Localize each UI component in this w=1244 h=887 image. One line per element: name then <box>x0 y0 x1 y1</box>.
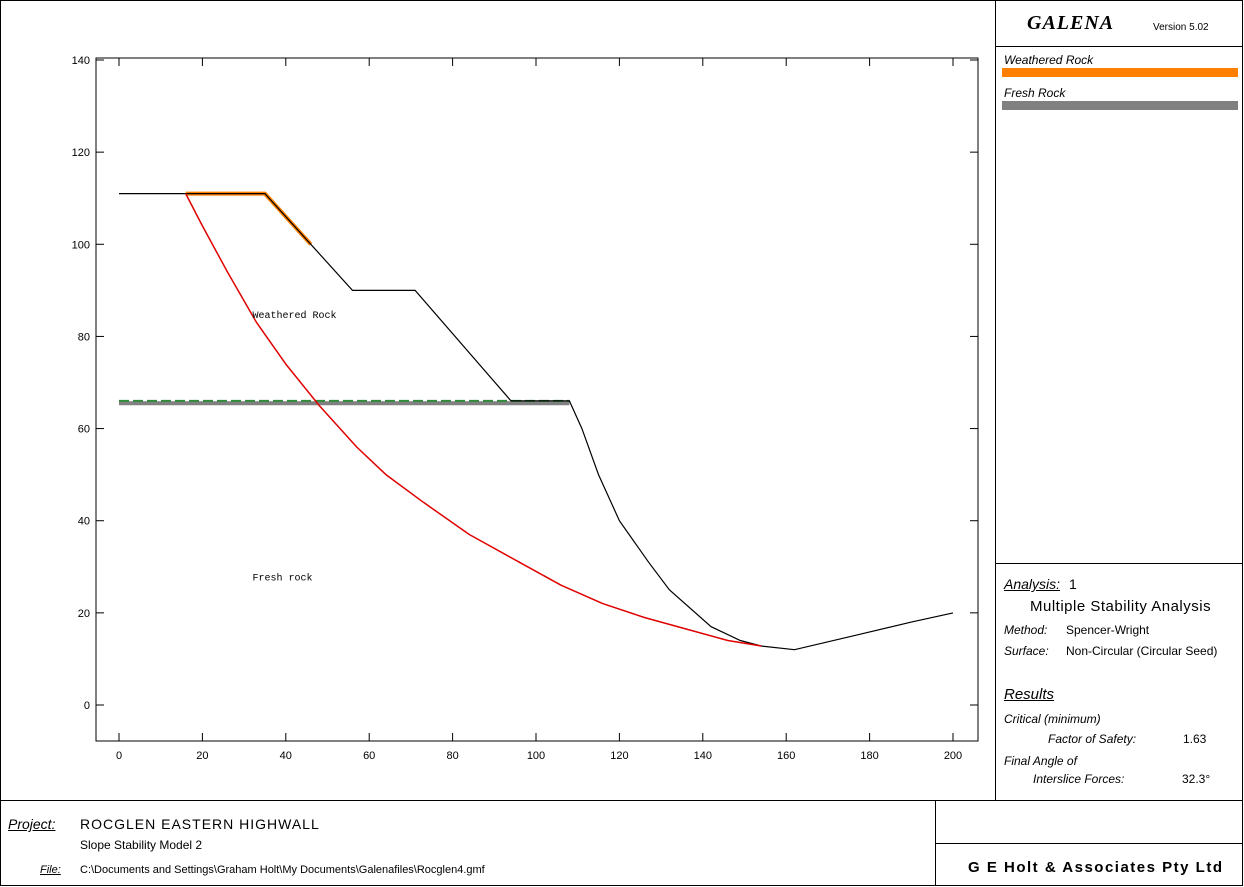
panel-legend-divider <box>995 563 1243 564</box>
angle-label-2: Interslice Forces: <box>1033 772 1125 786</box>
app-version: Version 5.02 <box>1153 22 1209 33</box>
legend-item-fresh-label: Fresh Rock <box>1004 86 1066 100</box>
app-title: GALENA <box>1027 12 1115 34</box>
x-tick-label: 140 <box>694 750 712 762</box>
analysis-label: Analysis: <box>1004 576 1061 592</box>
y-tick-label: 60 <box>78 424 90 436</box>
footer-divider <box>0 800 1243 801</box>
y-tick-label: 80 <box>78 331 90 343</box>
fos-label: Factor of Safety: <box>1048 732 1137 746</box>
ground-profile-line <box>119 193 954 651</box>
fos-value: 1.63 <box>1183 732 1207 746</box>
x-tick-label: 60 <box>363 750 375 762</box>
surface-label: Surface: <box>1004 644 1049 658</box>
analysis-title: Multiple Stability Analysis <box>1030 598 1212 615</box>
analysis-number: 1 <box>1069 576 1077 592</box>
legend-item-fresh-swatch <box>1002 101 1238 110</box>
results-heading: Results <box>1004 686 1055 703</box>
file-label: File: <box>40 864 61 876</box>
legend-item-weathered-swatch <box>1002 68 1238 77</box>
angle-label-1: Final Angle of <box>1004 754 1077 768</box>
panel-divider <box>995 0 996 800</box>
legend-item-weathered-label: Weathered Rock <box>1004 53 1094 67</box>
y-tick-label: 140 <box>72 55 90 67</box>
plot-border <box>95 57 979 742</box>
x-tick-label: 160 <box>777 750 795 762</box>
y-tick-label: 100 <box>72 239 90 251</box>
x-tick-label: 40 <box>280 750 292 762</box>
x-tick-label: 180 <box>860 750 878 762</box>
section-plot: 0 20 40 60 80 100 120 140 160 180 200 0 20 40 60 80 100 1… <box>72 55 979 762</box>
y-tick-label: 40 <box>78 516 90 528</box>
method-value: Spencer-Wright <box>1066 623 1150 637</box>
slip-surface-line <box>185 193 762 647</box>
x-tick-label: 20 <box>196 750 208 762</box>
y-tick-label: 0 <box>84 700 90 712</box>
x-tick-label: 80 <box>446 750 458 762</box>
weathered-rock-segment <box>185 191 313 246</box>
region-label: Fresh rock <box>252 573 312 585</box>
results-critical: Critical (minimum) <box>1004 712 1101 726</box>
project-subtitle: Slope Stability Model 2 <box>80 838 203 852</box>
x-tick-label: 120 <box>610 750 628 762</box>
y-tick-label: 20 <box>78 608 90 620</box>
footer-company-divider <box>935 843 1243 844</box>
surface-value: Non-Circular (Circular Seed) <box>1066 644 1218 658</box>
y-tick-label: 120 <box>72 147 90 159</box>
project-name: ROCGLEN EASTERN HIGHWALL <box>80 816 320 832</box>
region-label: Weathered Rock <box>252 310 336 322</box>
angle-value: 32.3° <box>1182 772 1211 786</box>
company-name: G E Holt & Associates Pty Ltd <box>968 859 1224 876</box>
x-tick-label: 100 <box>527 750 545 762</box>
project-label: Project: <box>8 816 56 832</box>
panel-title-divider <box>995 46 1243 47</box>
x-tick-label: 200 <box>944 750 962 762</box>
method-label: Method: <box>1004 623 1048 637</box>
file-path: C:\Documents and Settings\Graham Holt\My… <box>80 864 485 876</box>
x-tick-label: 0 <box>116 750 122 762</box>
